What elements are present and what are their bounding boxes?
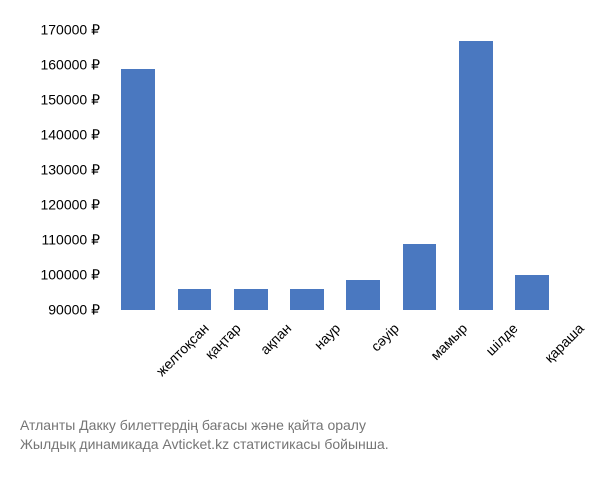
y-tick-label: 130000 ₽ xyxy=(40,162,100,179)
bar xyxy=(234,289,268,310)
bar xyxy=(403,244,437,311)
chart-caption: Атланты Дакку билеттердің бағасы және қа… xyxy=(20,416,580,455)
y-axis: 90000 ₽100000 ₽110000 ₽120000 ₽130000 ₽1… xyxy=(20,30,105,310)
plot-area xyxy=(110,30,560,310)
x-axis: желтоқсанқаңтарақпаннаурсәуірмамыршілдеқ… xyxy=(110,315,560,395)
x-tick-label: шілде xyxy=(482,320,521,359)
bar xyxy=(121,69,155,311)
y-tick-label: 150000 ₽ xyxy=(40,92,100,109)
x-tick-label: наур xyxy=(311,320,344,353)
y-tick-label: 110000 ₽ xyxy=(42,232,100,249)
y-tick-label: 100000 ₽ xyxy=(40,267,100,284)
x-tick-label: қаңтар xyxy=(202,320,244,362)
y-tick-label: 140000 ₽ xyxy=(40,127,100,144)
x-tick-label: қараша xyxy=(541,320,587,366)
x-tick-label: ақпан xyxy=(256,320,293,357)
y-tick-label: 160000 ₽ xyxy=(40,57,100,74)
bar xyxy=(459,41,493,311)
x-tick-label: мамыр xyxy=(428,320,471,363)
caption-line-2: Жылдық динамикада Avticket.kz статистика… xyxy=(20,435,580,455)
bar xyxy=(515,275,549,310)
bar xyxy=(290,289,324,310)
x-tick-label: сәуір xyxy=(368,320,402,354)
caption-line-1: Атланты Дакку билеттердің бағасы және қа… xyxy=(20,416,580,436)
y-tick-label: 120000 ₽ xyxy=(40,197,100,214)
bar xyxy=(178,289,212,310)
price-chart: 90000 ₽ 100000 ₽ 110000 ₽ 120000 ₽ 130000 ₽ 1… xyxy=(20,20,580,400)
y-tick-label: 170000 ₽ xyxy=(40,22,100,39)
y-tick-label: 90000 ₽ xyxy=(48,302,100,319)
bar xyxy=(346,280,380,310)
